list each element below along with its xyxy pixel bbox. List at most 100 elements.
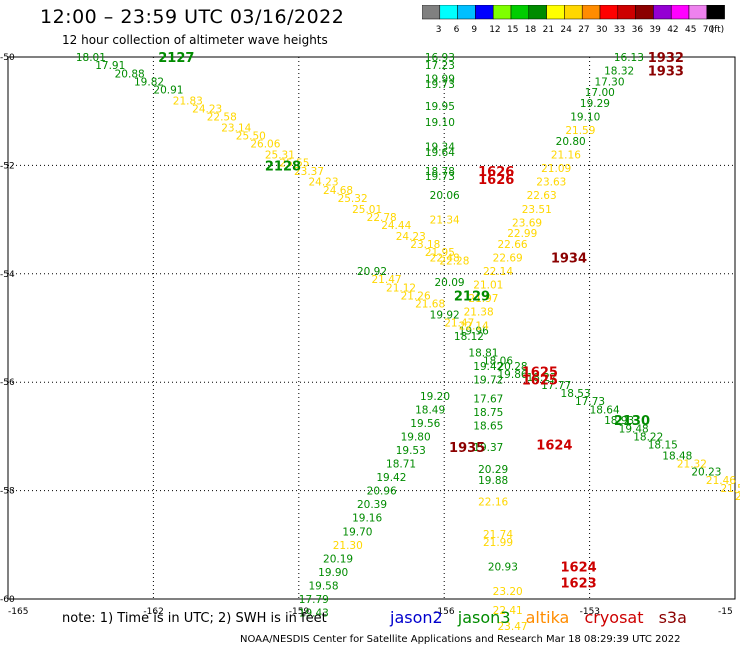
swh-observation: 19.95	[425, 101, 455, 113]
swh-observation: 16.93	[425, 52, 455, 64]
color-swatch	[670, 5, 690, 20]
swh-observation: 23.51	[522, 204, 552, 216]
swh-observation: 21.81	[735, 491, 740, 503]
color-scale-label: 27	[578, 25, 589, 35]
swh-observation: 19.99	[425, 74, 455, 86]
swh-observation: 18.71	[386, 459, 416, 471]
swh-observation: 22.14	[483, 266, 513, 278]
color-scale-label: 9	[471, 25, 477, 35]
pass-time-label: 2129	[454, 289, 490, 304]
swh-observation: 21.59	[565, 125, 595, 137]
pass-time-label: 1932	[648, 51, 684, 66]
swh-observation: 25.55	[279, 158, 309, 170]
swh-observation: 21.74	[483, 529, 513, 541]
swh-observation: 23.14	[221, 122, 251, 134]
swh-observation: 17.67	[473, 393, 503, 405]
x-tick-label: -162	[143, 607, 163, 617]
color-swatch	[564, 5, 583, 20]
swh-observation: 24.68	[323, 185, 353, 197]
legend-s3a: s3a	[658, 608, 687, 627]
swh-observation: 24.23	[396, 231, 426, 243]
color-scale-label: 33	[614, 25, 625, 35]
swh-observation: 17.79	[299, 594, 329, 606]
swh-observation: 17.77	[541, 380, 571, 392]
swh-observation: 23.47	[498, 621, 528, 633]
satellite-legend: jason2 jason3 altika cryosat s3a	[390, 608, 697, 627]
swh-observation: 20.80	[556, 136, 586, 148]
pass-time-label: 1625	[522, 365, 558, 380]
swh-observation: 25.31	[265, 150, 295, 162]
swh-observation: 19.90	[318, 567, 348, 579]
color-swatch	[457, 5, 476, 20]
color-swatch	[599, 5, 619, 20]
swh-observation: 22.14	[459, 320, 489, 332]
swh-observation: 20.06	[430, 190, 460, 202]
page-subtitle: 12 hour collection of altimeter wave hei…	[62, 33, 328, 47]
swh-observation: 19.42	[376, 472, 406, 484]
color-swatch	[581, 5, 601, 20]
color-swatch	[492, 5, 512, 20]
pass-time-label: 1934	[551, 252, 587, 267]
swh-observation: 19.82	[134, 76, 164, 88]
swh-observation: 19.70	[342, 526, 372, 538]
pass-time-label: 1626	[478, 165, 514, 180]
swh-observation: 21.47	[444, 318, 474, 330]
swh-observation: 20.92	[357, 266, 387, 278]
swh-observation: 18.93	[604, 415, 634, 427]
swh-observation: 26.06	[250, 139, 280, 151]
color-swatch	[422, 5, 441, 20]
swh-observation: 23.20	[493, 586, 523, 598]
pass-time-label: 1933	[648, 65, 684, 80]
y-tick-label: -50	[0, 53, 15, 63]
swh-observation: 18.48	[662, 450, 692, 462]
color-swatch	[439, 5, 458, 20]
swh-observation: 20.28	[498, 361, 528, 373]
swh-observation: 19.53	[396, 445, 426, 457]
swh-observation: 18.12	[454, 331, 484, 343]
swh-observation: 18.27	[527, 372, 557, 384]
color-swatch	[653, 5, 672, 20]
footer-credit: NOAA/NESDIS Center for Satellite Applica…	[240, 634, 681, 645]
color-swatch	[475, 5, 494, 20]
color-scale-label: 45	[685, 25, 696, 35]
legend-jason2: jason2	[390, 608, 443, 627]
pass-time-label: 2130	[614, 414, 650, 429]
swh-observation: 20.39	[357, 499, 387, 511]
swh-observation: 19.86	[498, 369, 528, 381]
swh-observation: 18.15	[648, 440, 678, 452]
swh-observation: 19.73	[425, 79, 455, 91]
color-scale-label: 24	[560, 25, 572, 35]
color-scale-label: 12	[489, 25, 500, 35]
swh-observation: 17.91	[95, 60, 125, 72]
swh-observation: 22.66	[498, 239, 528, 251]
swh-observation: 19.34	[425, 141, 455, 153]
color-swatch	[688, 5, 708, 20]
swh-observation: 21.47	[372, 274, 402, 286]
pass-time-label: 1625	[522, 373, 558, 388]
swh-observation: 18.75	[473, 407, 503, 419]
swh-observation: 23.63	[536, 177, 566, 189]
color-scale-label: 3	[436, 25, 442, 35]
swh-observation: 20.93	[488, 561, 518, 573]
swh-observation: 19.80	[401, 431, 431, 443]
swh-observation: 25.01	[352, 204, 382, 216]
y-tick-label: -54	[0, 270, 15, 280]
swh-observation: 19.20	[420, 391, 450, 403]
swh-observation: 19.88	[478, 475, 508, 487]
swh-observation: 19.92	[430, 309, 460, 321]
swh-observation: 19.29	[580, 98, 610, 110]
color-swatch	[635, 5, 654, 20]
swh-observation: 21.09	[541, 163, 571, 175]
observation-labels: 18.0117.9120.8819.8220.9121.8324.2322.58…	[76, 52, 740, 633]
swh-observation: 18.06	[483, 356, 513, 368]
swh-observation: 21.83	[173, 95, 203, 107]
swh-observation: 19.56	[410, 418, 440, 430]
swh-observation: 19.43	[299, 608, 329, 620]
swh-observation: 24.23	[192, 103, 222, 115]
swh-observation: 21.46	[706, 475, 736, 487]
axis-ticks: -165 -162 -159 -156 -153 -15 -50 -52 -54 -56 -58 -6…	[0, 53, 733, 617]
swh-observation: 24.44	[381, 220, 411, 232]
color-swatch	[706, 5, 725, 20]
